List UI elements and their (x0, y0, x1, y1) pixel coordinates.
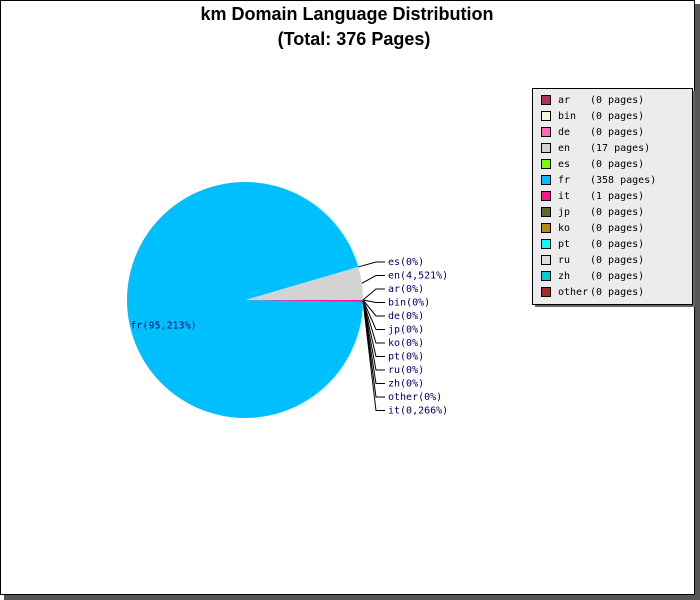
slice-label: bin(0%) (388, 298, 430, 309)
slice-label: pt(0%) (388, 352, 424, 363)
leader-line (361, 275, 385, 284)
legend-label: en (558, 143, 570, 154)
leader-line (362, 299, 385, 357)
legend-swatch (541, 175, 551, 185)
slice-label: zh(0%) (388, 379, 424, 390)
leader-line (362, 299, 385, 398)
chart-title: km Domain Language Distribution (200, 4, 493, 24)
legend-count: (0 pages) (590, 207, 644, 218)
legend-label: fr (558, 175, 570, 186)
slice-label: fr(95,213%) (130, 320, 196, 331)
legend-label: zh (558, 271, 570, 282)
pie-slice (245, 266, 363, 300)
legend-label: ar (558, 95, 570, 106)
legend-label: other (558, 287, 588, 298)
legend-count: (358 pages) (590, 175, 656, 186)
leader-line (362, 299, 385, 303)
slice-label: es(0%) (388, 257, 424, 268)
slice-label: en(4,521%) (388, 271, 448, 282)
legend-swatch (541, 143, 551, 153)
slice-label: ru(0%) (388, 365, 424, 376)
chart-subtitle: (Total: 376 Pages) (278, 29, 431, 49)
leader-line (362, 299, 385, 317)
legend-swatch (541, 271, 551, 281)
leader-line (362, 299, 385, 384)
legend-count: (17 pages) (590, 143, 650, 154)
legend-label: pt (558, 239, 570, 250)
legend: ar (0 pages) bin (0 pages) de (0 pages) en (17 … (532, 88, 695, 307)
legend-swatch (541, 127, 551, 137)
pie-slice (245, 300, 363, 302)
slice-label: other(0%) (388, 392, 442, 403)
pie-slice (126, 182, 363, 419)
legend-count: (0 pages) (590, 239, 644, 250)
legend-count: (0 pages) (590, 127, 644, 138)
legend-count: (0 pages) (590, 287, 644, 298)
legend-label: de (558, 127, 570, 138)
legend-count: (0 pages) (590, 159, 644, 170)
legend-label: jp (558, 207, 570, 218)
legend-label: ko (558, 223, 570, 234)
legend-label: ru (558, 255, 570, 266)
legend-count: (1 pages) (590, 191, 644, 202)
legend-label: bin (558, 111, 576, 122)
legend-count: (0 pages) (590, 271, 644, 282)
slice-label: jp(0%) (388, 325, 424, 336)
legend-swatch (541, 255, 551, 265)
legend-swatch (541, 111, 551, 121)
legend-swatch (541, 159, 551, 169)
legend-label: es (558, 159, 570, 170)
legend-label: it (558, 191, 570, 202)
leader-line (362, 288, 385, 301)
legend-swatch (541, 95, 551, 105)
legend-count: (0 pages) (590, 95, 644, 106)
legend-swatch (541, 191, 551, 201)
legend-swatch (541, 287, 551, 297)
leader-line (362, 300, 385, 411)
legend-count: (0 pages) (590, 223, 644, 234)
leader-line (362, 299, 385, 371)
legend-swatch (541, 223, 551, 233)
legend-swatch (541, 239, 551, 249)
legend-box (532, 88, 693, 305)
leader-line (362, 299, 385, 344)
legend-swatch (541, 207, 551, 217)
slice-label: it(0,266%) (388, 406, 448, 417)
slice-label: ko(0%) (388, 338, 424, 349)
leader-line (358, 261, 385, 268)
legend-count: (0 pages) (590, 255, 644, 266)
slice-label: ar(0%) (388, 284, 424, 295)
leader-line (362, 299, 385, 330)
legend-count: (0 pages) (590, 111, 644, 122)
slice-label: de(0%) (388, 311, 424, 322)
